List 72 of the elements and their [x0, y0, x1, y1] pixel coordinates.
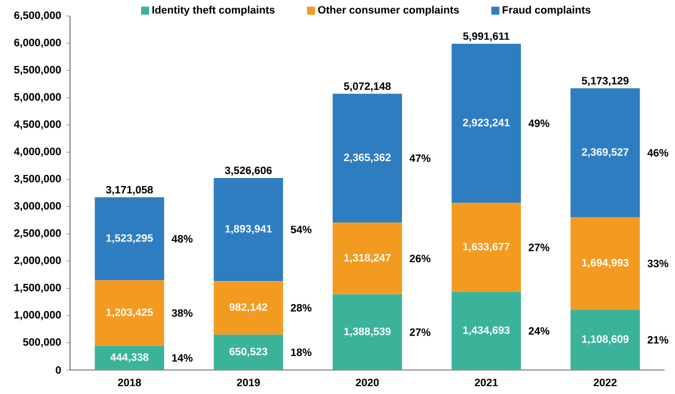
y-tick-label: 1,500,000 [14, 284, 61, 293]
total-label: 3,526,606 [224, 166, 272, 176]
annotation: 47% [410, 154, 430, 162]
legend-label: Identity theft complaints [152, 6, 275, 16]
bar [452, 292, 521, 370]
annotation: 27% [528, 244, 550, 252]
y-tick-label: 6,500,000 [14, 11, 61, 21]
y-tick-label: 4,500,000 [14, 120, 61, 130]
data-label: 650,523 [230, 348, 268, 357]
bar [452, 202, 521, 292]
legend-label: Other consumer complaints [318, 6, 459, 16]
bar [452, 44, 521, 203]
y-tick-label: 0 [56, 366, 61, 374]
legend-label: Fraud complaints [502, 6, 590, 16]
total-label: 5,991,611 [463, 32, 510, 42]
bar [94, 197, 164, 280]
bar [570, 217, 640, 310]
bar [94, 346, 164, 370]
annotation: 33% [647, 260, 668, 268]
annotation: 48% [172, 235, 193, 243]
annotation: 27% [410, 328, 430, 336]
data-label: 2,369,527 [582, 148, 628, 158]
bar [214, 178, 284, 282]
bar [214, 281, 284, 335]
total-label: 3,171,058 [106, 186, 153, 196]
y-tick-label: 6,000,000 [14, 38, 61, 48]
bar [570, 88, 640, 218]
annotation: 46% [647, 149, 668, 157]
y-tick-label: 4,000,000 [14, 148, 61, 157]
y-tick-label: 5,500,000 [14, 66, 61, 76]
x-tick-label: 2020 [356, 378, 379, 386]
bar [332, 94, 402, 223]
data-label: 1,434,693 [463, 326, 510, 336]
x-tick-label: 2019 [236, 378, 260, 386]
y-tick-label: 3,000,000 [14, 202, 61, 212]
data-label: 2,365,362 [344, 154, 391, 163]
data-label: 1,694,993 [582, 258, 629, 268]
annotation: 21% [648, 336, 668, 344]
annotation: 54% [290, 226, 312, 234]
y-tick-label: 500,000 [23, 338, 61, 348]
bar [570, 310, 640, 370]
data-label: 1,388,539 [344, 328, 391, 337]
data-label: 1,203,425 [106, 308, 153, 318]
annotation: 49% [528, 120, 550, 128]
data-label: 1,893,941 [225, 224, 272, 234]
y-tick-label: 2,000,000 [14, 256, 61, 266]
bar [214, 334, 284, 370]
data-label: 1,633,677 [463, 242, 510, 252]
y-tick-label: 1,000,000 [14, 310, 61, 320]
data-label: 444,338 [110, 353, 148, 362]
y-tick-label: 5,000,000 [14, 93, 61, 102]
bar [332, 222, 402, 294]
annotation: 14% [172, 354, 193, 362]
data-label: 1,318,247 [344, 254, 391, 264]
total-label: 5,072,148 [344, 82, 391, 92]
data-label: 982,142 [230, 303, 268, 312]
bar [332, 294, 402, 370]
x-tick-label: 2022 [594, 378, 617, 386]
annotation: 38% [172, 309, 193, 317]
total-label: 5,173,129 [582, 76, 629, 86]
bar [94, 280, 164, 346]
annotation: 24% [528, 327, 550, 335]
annotation: 26% [410, 254, 430, 262]
data-label: 1,108,609 [582, 335, 629, 344]
annotation: 28% [290, 304, 312, 312]
y-tick-label: 2,500,000 [14, 229, 61, 238]
data-label: 2,923,241 [462, 118, 510, 128]
x-tick-label: 2021 [474, 378, 498, 386]
y-tick-label: 3,500,000 [14, 174, 61, 184]
x-tick-label: 2018 [118, 378, 141, 386]
annotation: 18% [291, 348, 312, 356]
data-label: 1,523,295 [106, 234, 153, 244]
